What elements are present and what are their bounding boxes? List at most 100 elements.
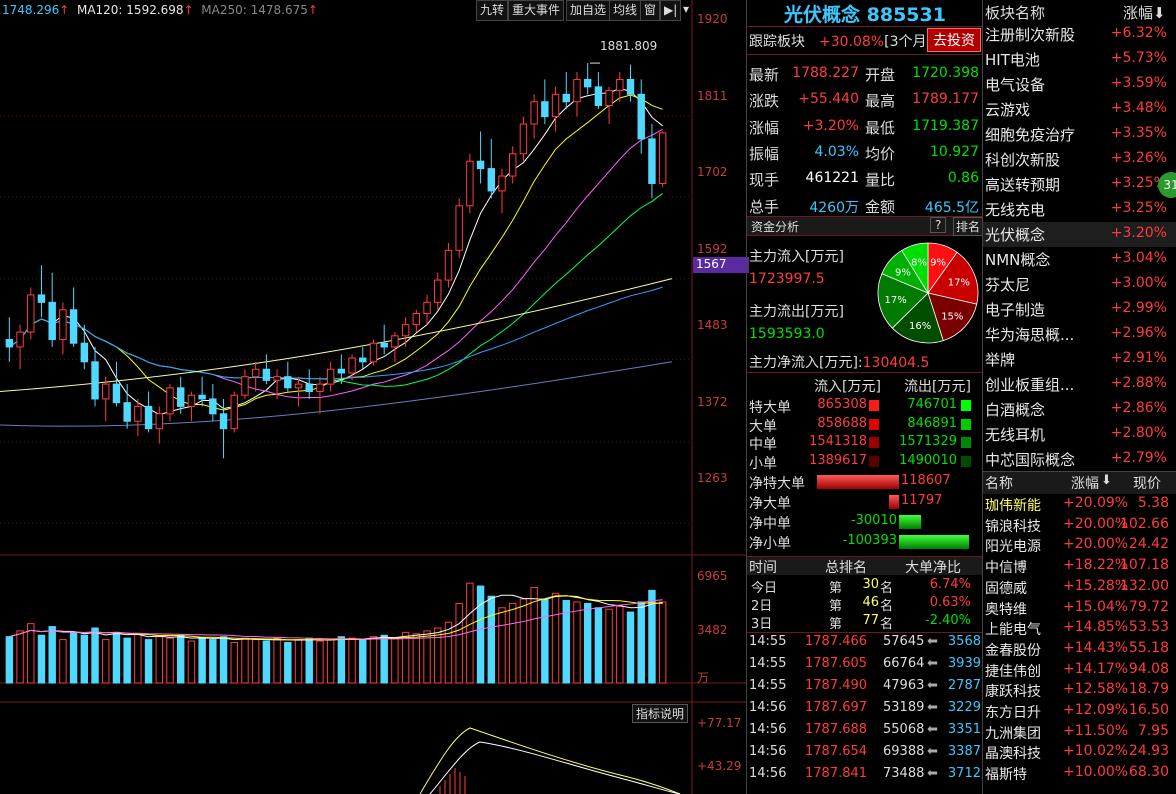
sector-item[interactable]: 举牌 +2.91% — [985, 350, 1167, 369]
sector-item[interactable]: 细胞免疫治疗 +3.35% — [985, 125, 1167, 144]
candle-body — [316, 383, 324, 393]
stock-item[interactable]: 固德威 +15.28% 132.00 — [985, 577, 1169, 597]
stock-header: 名称 涨幅 ⬇ 现价 — [983, 471, 1176, 494]
ma250-line — [0, 361, 673, 427]
candle-body — [423, 301, 431, 315]
quote-label: 最低 — [865, 118, 896, 137]
window-button[interactable]: 窗 — [640, 0, 661, 21]
kline-chart[interactable] — [0, 0, 746, 794]
volume-bar — [605, 608, 613, 684]
stock-item[interactable]: 东方日升 +12.09% 16.50 — [985, 702, 1169, 721]
candle-body — [508, 153, 517, 177]
current-price-tag: 1567 — [693, 257, 749, 273]
dropdown-icon[interactable]: ▾ — [683, 2, 690, 16]
candle-body — [594, 86, 603, 106]
volume-bar — [498, 607, 506, 684]
volume-bar — [187, 640, 196, 684]
quote-value: +55.440 — [798, 91, 859, 108]
sector-head-pct[interactable]: 涨幅⬇ — [1123, 4, 1166, 22]
stock-item[interactable]: 锦浪科技 +20.00% 102.66 — [985, 515, 1169, 535]
scale-1920: 1920 — [697, 12, 728, 26]
sector-item[interactable]: 科创次新股 +3.26% — [985, 150, 1167, 169]
volume-bar — [198, 637, 206, 684]
candle-body — [637, 93, 645, 140]
volume-bar — [112, 631, 121, 684]
fund-rank-button[interactable]: 排名 — [953, 217, 983, 236]
volume-bar — [648, 589, 656, 684]
stock-item[interactable]: 珈伟新能 +20.09% 5.38 — [985, 495, 1169, 514]
sector-item[interactable]: HIT电池 +5.73% — [985, 50, 1167, 69]
candle-body — [251, 368, 260, 378]
sector-item[interactable]: 高送转预期 +3.25% — [985, 175, 1167, 194]
candle-body — [562, 93, 570, 103]
sector-item[interactable]: 无线充电 +3.25% — [985, 200, 1167, 219]
panel-title: 光伏概念 885531 — [784, 4, 946, 26]
sector-item[interactable]: NMN概念 +3.04% — [985, 250, 1167, 269]
candle-body — [230, 394, 238, 430]
volume-bar — [294, 639, 303, 684]
candle-body — [5, 339, 14, 348]
flow-row: 大单 858688 846891 — [747, 416, 983, 435]
scale-1811: 1811 — [697, 89, 728, 103]
track-pct: +30.08%[3个月] — [819, 34, 932, 50]
fund-pie-chart: 9%17%15%16%17%9%8% — [877, 242, 979, 344]
candle-body — [284, 376, 292, 389]
candle-body — [391, 335, 399, 348]
candle-body — [219, 413, 228, 430]
stock-item[interactable]: 中信博 +18.22% 107.18 — [985, 557, 1169, 577]
sort-down-icon: ⬇ — [1101, 473, 1112, 488]
invest-button[interactable]: 去投资 — [927, 28, 981, 52]
sector-item[interactable]: 电气设备 +3.59% — [985, 75, 1167, 94]
events-button[interactable]: 重大事件 — [508, 0, 565, 21]
volume-bar — [455, 602, 463, 684]
stock-item[interactable]: 九洲集团 +11.50% 7.95 — [985, 722, 1169, 742]
stock-item[interactable]: 晶澳科技 +10.02% 24.93 — [985, 743, 1169, 763]
floating-badge[interactable]: 31 — [1158, 172, 1176, 198]
next-icon[interactable]: ▶| — [660, 0, 682, 21]
pie-slice — [927, 292, 978, 342]
add-watchlist-button[interactable]: 加自选 — [566, 0, 611, 21]
volume-bar — [391, 637, 399, 684]
sector-item[interactable]: 无线耳机 +2.80% — [985, 425, 1167, 444]
scale-1372: 1372 — [697, 395, 728, 409]
flow-row: 中单 1541318 1571329 — [747, 434, 983, 453]
quote-value: 1720.398 — [912, 65, 979, 81]
candle-body — [27, 294, 35, 333]
volume-bar — [209, 639, 217, 684]
stock-item[interactable]: 福斯特 +10.00% 68.30 — [985, 764, 1169, 784]
stock-item[interactable]: 康跃科技 +12.58% 18.79 — [985, 681, 1169, 701]
candle-body — [530, 101, 538, 125]
sector-item[interactable]: 电子制造 +2.99% — [985, 300, 1167, 319]
sector-item[interactable]: 芬太尼 +3.00% — [985, 275, 1167, 294]
ma-button[interactable]: 均线 — [609, 0, 642, 21]
sector-item[interactable]: 中芯国际概念 +2.79% — [985, 450, 1167, 469]
sector-item[interactable]: 白酒概念 +2.86% — [985, 400, 1167, 419]
fund-help-button[interactable]: ? — [930, 217, 947, 233]
sector-item[interactable]: 创业板重组... +2.88% — [985, 375, 1167, 394]
stock-item[interactable]: 捷佳伟创 +14.17% 94.08 — [985, 660, 1169, 680]
stock-item[interactable]: 金春股份 +14.43% 55.18 — [985, 639, 1169, 659]
peak-label: 1881.809 — [600, 39, 658, 53]
quote-row: 涨幅 +3.20% 最低 1719.387 — [747, 113, 983, 139]
stock-item[interactable]: 奥特维 +15.04% 79.72 — [985, 598, 1169, 618]
volume-bar — [530, 586, 538, 684]
jiuzhuan-button[interactable]: 九转 — [476, 0, 509, 21]
volume-bar — [434, 627, 442, 684]
volume-bar — [508, 602, 517, 684]
indicator-help-button[interactable]: 指标说明 — [632, 704, 689, 723]
sector-item[interactable]: 注册制次新股 +6.32% — [985, 25, 1167, 44]
stock-item[interactable]: 阳光电源 +20.00% 24.42 — [985, 536, 1169, 556]
candle-body — [444, 249, 453, 281]
ma250-label: MA250: 1478.675 — [201, 3, 308, 17]
sector-item[interactable]: 光伏概念 +3.20% — [983, 222, 1176, 247]
inflow-value: 1723997.5 — [749, 271, 825, 287]
sector-item[interactable]: 云游戏 +3.48% — [985, 100, 1167, 119]
candle-body — [359, 357, 367, 363]
flow-row: 特大单 865308 746701 — [747, 397, 983, 416]
stock-item[interactable]: 上能电气 +14.85% 53.53 — [985, 619, 1169, 639]
indicator-line — [429, 741, 681, 794]
candle-body — [380, 342, 388, 348]
pie-label: 9% — [895, 268, 911, 279]
volume-bar — [583, 602, 592, 684]
sector-item[interactable]: 华为海思概... +2.96% — [985, 325, 1167, 344]
